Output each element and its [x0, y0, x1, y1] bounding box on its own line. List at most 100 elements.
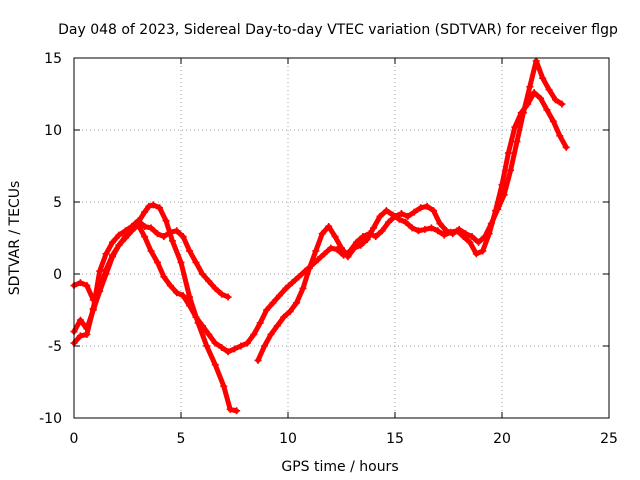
data-point: [273, 322, 281, 330]
data-point: [370, 224, 378, 232]
data-point: [472, 250, 480, 258]
data-point: [282, 284, 290, 292]
x-tick-label: 0: [70, 431, 79, 447]
data-point: [205, 330, 213, 338]
data-point: [295, 273, 303, 281]
data-point: [162, 217, 170, 225]
data-point: [186, 247, 194, 255]
data-point: [507, 166, 515, 174]
data-point: [179, 233, 187, 241]
data-point: [83, 325, 91, 333]
data-point: [395, 215, 403, 223]
data-point: [492, 207, 500, 215]
data-point: [211, 339, 219, 347]
data-point: [305, 264, 313, 272]
data-point: [145, 202, 153, 210]
data-point: [211, 361, 219, 369]
data-point: [149, 201, 157, 209]
data-point: [153, 258, 161, 266]
data-point: [320, 250, 328, 258]
data-point: [389, 211, 397, 219]
data-point: [109, 238, 117, 246]
data-point: [427, 224, 435, 232]
data-point: [376, 212, 384, 220]
data-point: [543, 106, 551, 114]
data-point: [166, 282, 174, 290]
data-point: [524, 100, 532, 108]
data-point: [504, 149, 512, 157]
data-point: [89, 306, 97, 314]
data-point: [331, 233, 339, 241]
data-point: [147, 224, 155, 232]
data-point: [179, 292, 187, 300]
data-point: [109, 253, 117, 261]
data-point: [430, 207, 438, 215]
data-point: [532, 57, 540, 65]
data-point: [556, 132, 564, 140]
data-point: [479, 247, 487, 255]
data-point: [115, 231, 123, 239]
data-point: [186, 293, 194, 301]
data-point: [134, 221, 142, 229]
x-tick-label: 5: [177, 431, 186, 447]
data-point: [397, 210, 405, 218]
plot-frame: [73, 57, 610, 419]
grid-layer: [74, 58, 609, 418]
data-point: [517, 109, 525, 117]
data-point: [436, 220, 444, 228]
data-point: [498, 181, 506, 189]
series-trace: [71, 202, 240, 414]
data-point: [286, 307, 294, 315]
data-point: [466, 238, 474, 246]
data-point: [226, 405, 234, 413]
data-point: [410, 208, 418, 216]
data-point: [552, 96, 559, 104]
data-point: [537, 94, 545, 102]
data-point: [338, 244, 345, 252]
data-point: [423, 202, 431, 210]
data-point: [459, 233, 467, 241]
data-point: [186, 302, 194, 310]
data-point: [250, 330, 258, 338]
data-point: [231, 345, 238, 353]
data-point: [237, 342, 245, 350]
data-point: [359, 233, 367, 241]
y-tick-label: 10: [44, 123, 62, 139]
data-point: [218, 290, 226, 298]
data-point: [83, 282, 91, 290]
data-point: [447, 228, 455, 236]
data-point: [539, 74, 547, 82]
data-point: [312, 247, 320, 255]
y-tick-label: -10: [39, 411, 62, 427]
data-point: [211, 284, 219, 292]
data-point: [468, 233, 476, 241]
data-point: [243, 339, 251, 347]
data-point: [160, 273, 168, 281]
y-tick-label: 5: [53, 195, 62, 211]
data-point: [96, 287, 104, 295]
data-point: [76, 332, 84, 340]
data-point: [453, 227, 461, 235]
data-point: [115, 241, 123, 249]
data-layer: [70, 57, 570, 415]
data-point: [233, 407, 241, 415]
y-tick-label: 0: [53, 267, 62, 283]
data-point: [372, 233, 380, 241]
series-trace: [71, 218, 231, 346]
data-point: [325, 222, 333, 230]
data-point: [269, 299, 277, 307]
data-point: [256, 319, 264, 327]
data-point: [76, 279, 84, 287]
y-tick-label: -5: [48, 339, 62, 355]
data-point: [415, 227, 423, 235]
tick-layer: 0 5 10 15 20 25 -10 -5 0 5 10 15: [39, 51, 618, 447]
data-point: [318, 230, 326, 238]
data-point: [299, 284, 307, 292]
data-point: [121, 234, 129, 242]
data-point: [408, 224, 416, 232]
x-tick-label: 10: [279, 431, 297, 447]
data-point: [513, 138, 521, 146]
series-track-c: [70, 57, 566, 356]
data-point: [173, 227, 181, 235]
data-point: [434, 227, 442, 235]
